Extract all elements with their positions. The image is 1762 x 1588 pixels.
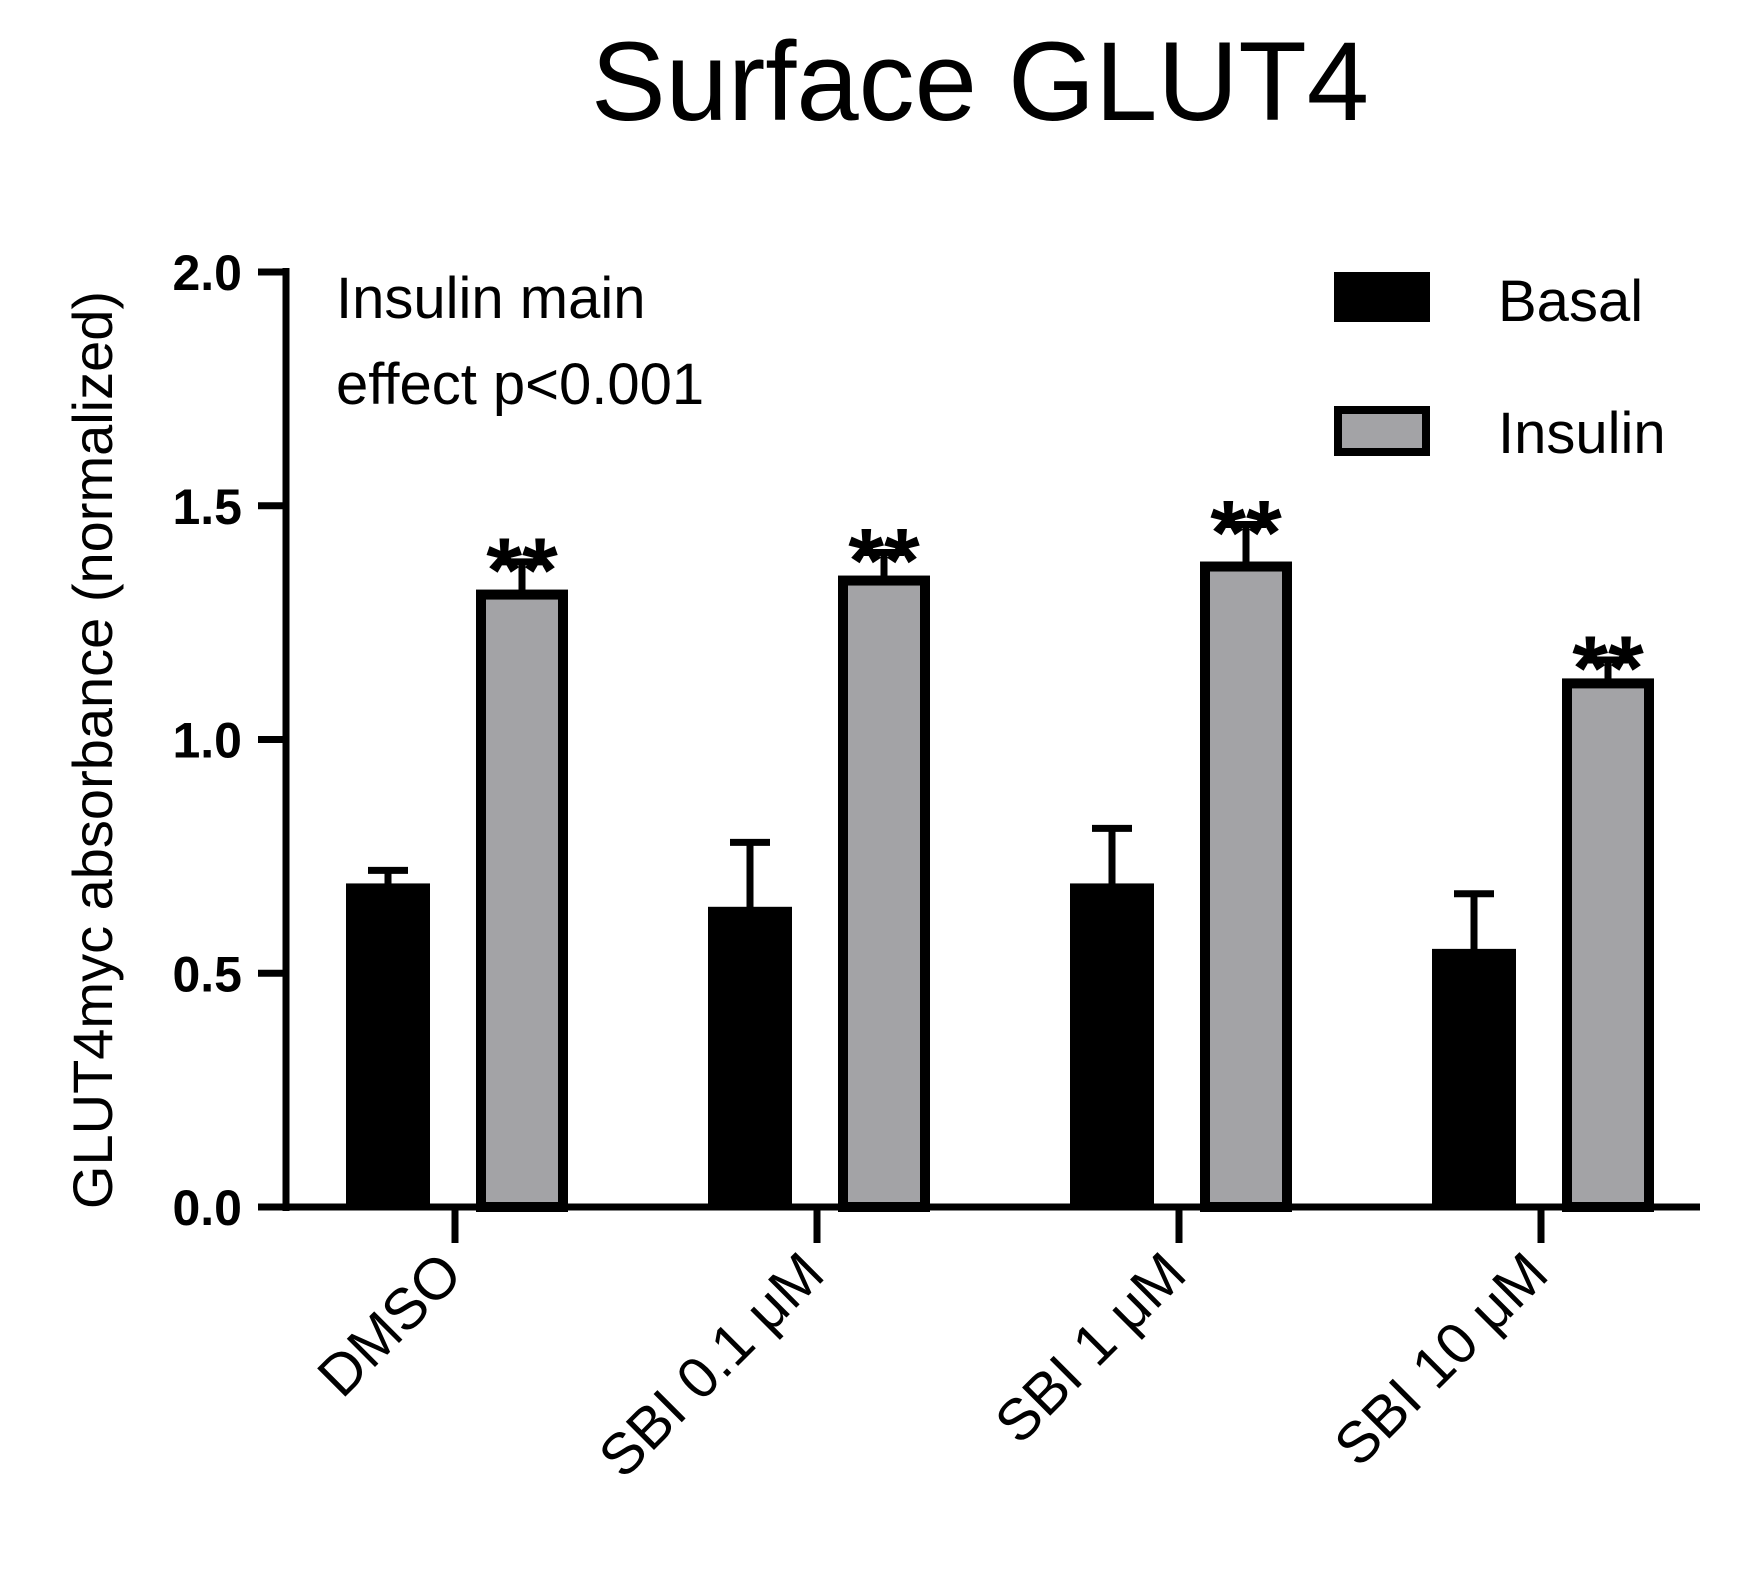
legend-label-insulin: Insulin [1498, 401, 1666, 466]
bar-insulin [1562, 678, 1654, 1212]
x-tick-label: DMSO [305, 1240, 474, 1409]
legend-swatch-basal [1334, 272, 1430, 322]
legend: Basal Insulin [1334, 269, 1666, 466]
y-tick-label: 1.5 [172, 479, 242, 535]
bar-insulin [838, 575, 930, 1212]
x-tick-label: SBI 0.1 μM [587, 1240, 837, 1490]
significance-label: ** [1210, 482, 1282, 584]
y-tick-label: 1.0 [172, 713, 242, 769]
y-axis-label: GLUT4myc absorbance (normalized) [61, 291, 124, 1209]
legend-label-basal: Basal [1498, 269, 1643, 334]
bar-basal [346, 883, 430, 1208]
x-tick-label: SBI 10 μM [1322, 1240, 1560, 1478]
bar-basal [1070, 883, 1154, 1208]
annotation-line-1: Insulin main [336, 266, 645, 331]
y-tick-label: 2.0 [172, 245, 242, 301]
x-tick-label: SBI 1 μM [983, 1240, 1198, 1455]
plot-area: 0.0 0.5 1.0 1.5 2.0 ** DMSO ** SBI 0.1 μM ** SBI 1… [172, 245, 1700, 1490]
significance-label: ** [1572, 618, 1644, 720]
significance-label: ** [848, 511, 920, 613]
bar-basal [708, 906, 792, 1208]
annotation-line-2: effect p<0.001 [336, 352, 704, 417]
y-tick-label: 0.0 [172, 1180, 242, 1236]
legend-swatch-insulin [1334, 406, 1430, 456]
chart-title: Surface GLUT4 [591, 19, 1369, 144]
bar-insulin [1200, 561, 1292, 1212]
bar-insulin [476, 589, 568, 1212]
bar-basal [1432, 948, 1516, 1208]
significance-label: ** [486, 520, 558, 622]
y-tick-label: 0.5 [172, 946, 242, 1002]
